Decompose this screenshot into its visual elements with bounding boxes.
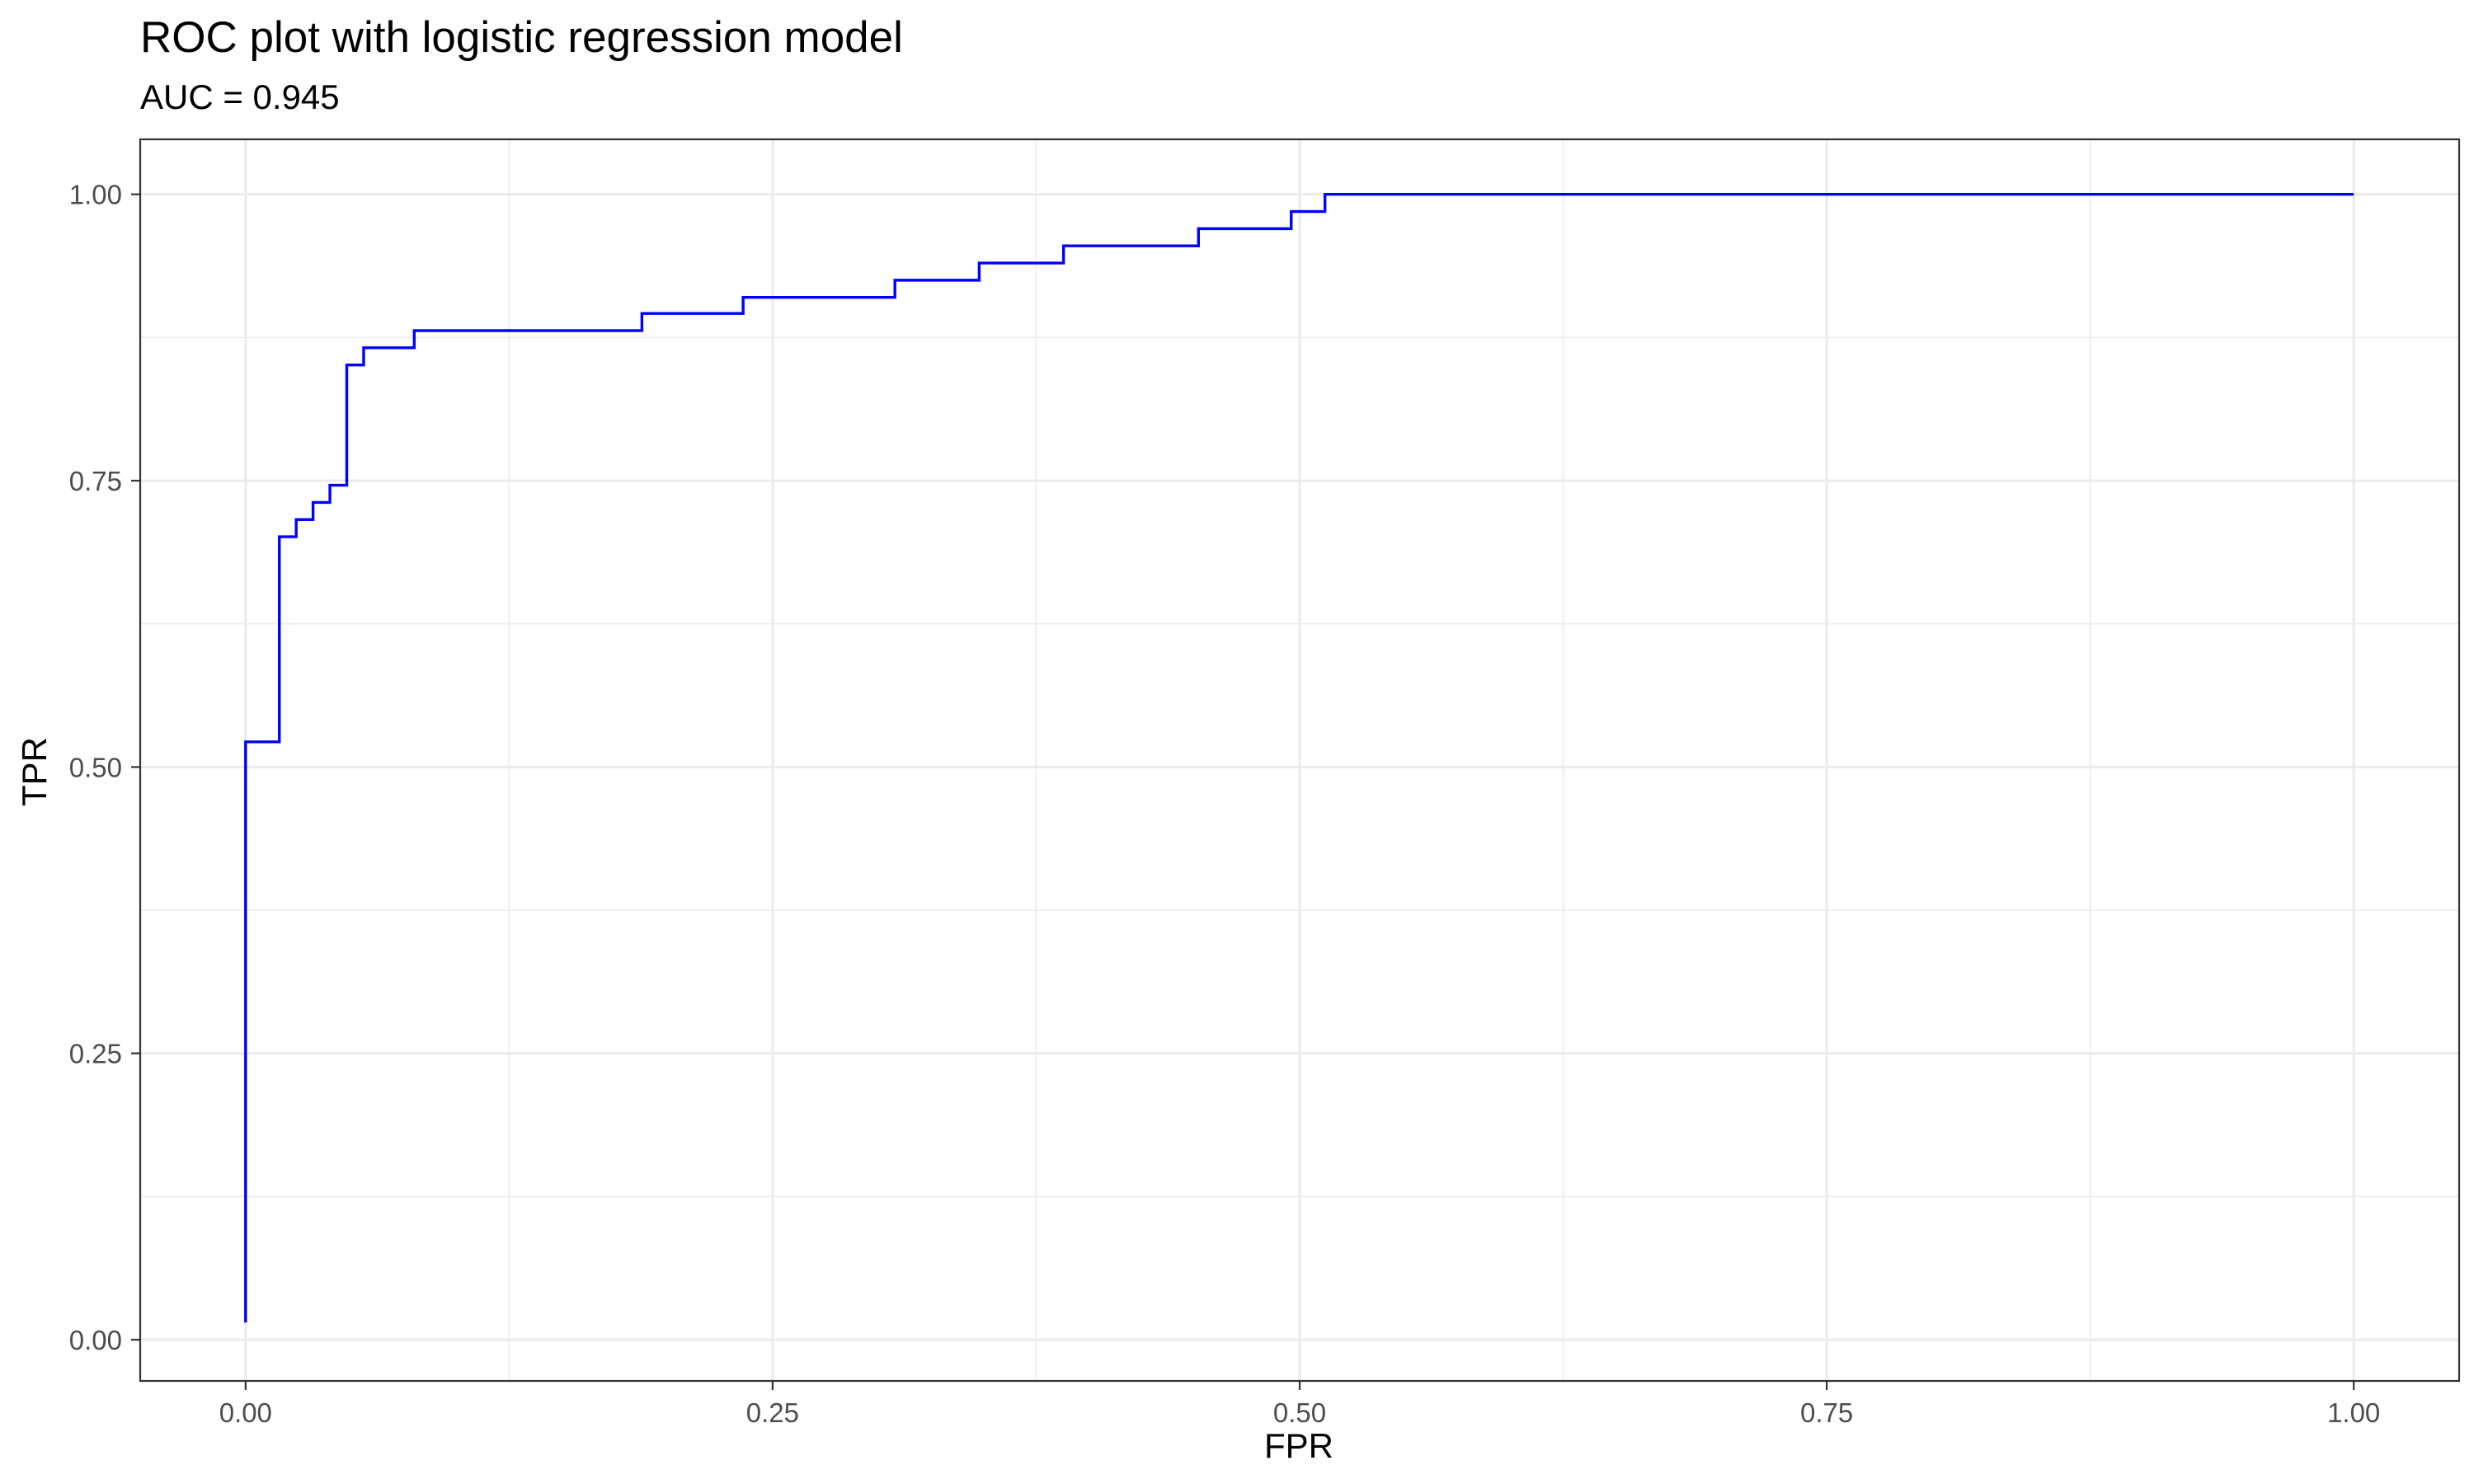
y-tick-label: 0.50 xyxy=(69,752,122,782)
y-axis-title: TPR xyxy=(15,737,54,806)
x-tick-label: 0.00 xyxy=(219,1397,272,1428)
chart-title: ROC plot with logistic regression model xyxy=(140,13,903,62)
y-tick-label: 0.00 xyxy=(69,1325,122,1355)
x-tick-label: 1.00 xyxy=(2327,1397,2380,1428)
roc-step-line xyxy=(244,192,2354,1323)
y-tick-label: 0.25 xyxy=(69,1039,122,1069)
roc-curve xyxy=(244,192,2354,1323)
x-tick-label: 0.25 xyxy=(746,1397,799,1428)
axes: 0.00 0.25 0.50 0.75 1.00 0.00 0.25 0.50 0.75 1.00 xyxy=(69,180,2381,1428)
y-tick-label: 0.75 xyxy=(69,466,122,496)
x-tick-label: 0.75 xyxy=(1800,1397,1853,1428)
y-tick-label: 1.00 xyxy=(69,180,122,210)
gridlines xyxy=(140,139,2459,1381)
chart-subtitle: AUC = 0.945 xyxy=(140,77,340,116)
x-axis-title: FPR xyxy=(1264,1426,1333,1465)
x-tick-label: 0.50 xyxy=(1273,1397,1326,1428)
